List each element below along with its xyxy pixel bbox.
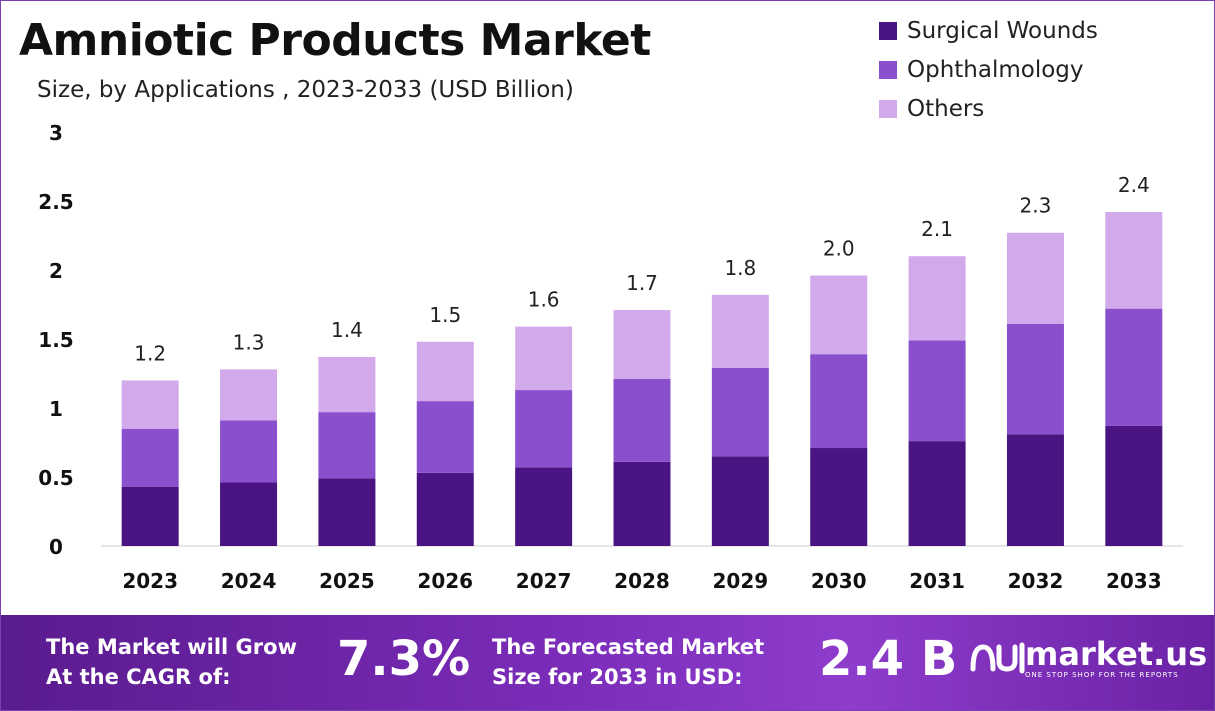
bar-total-label: 1.3 — [233, 330, 265, 354]
y-tick-label: 2.5 — [38, 190, 73, 214]
y-tick-label: 0 — [49, 535, 63, 559]
legend-swatch-ophthalmology — [879, 60, 897, 79]
bar-segment-surgical-wounds — [121, 486, 179, 546]
x-tick-label: 2032 — [1008, 569, 1064, 593]
x-tick-label: 2030 — [811, 569, 867, 593]
brand-name: market.us — [1025, 635, 1208, 673]
legend-label-others: Others — [907, 95, 985, 122]
bar-total-label: 2.1 — [921, 217, 953, 241]
bar-segment-surgical-wounds — [908, 441, 966, 546]
forecast-label-line1: The Forecasted Market — [492, 635, 765, 659]
x-tick-label: 2026 — [417, 569, 473, 593]
x-tick-label: 2029 — [713, 569, 769, 593]
bar-segment-others — [121, 380, 179, 429]
bar-segment-ophthalmology — [810, 354, 868, 449]
bar-segment-surgical-wounds — [711, 456, 769, 546]
bar-segment-others — [416, 341, 474, 402]
bar-total-label: 1.5 — [429, 303, 461, 327]
bar-segment-surgical-wounds — [416, 472, 474, 546]
bar-segment-ophthalmology — [711, 367, 769, 457]
forecast-label-line2: Size for 2033 in USD: — [492, 665, 743, 689]
bar-total-label: 1.8 — [724, 256, 756, 280]
bar-segment-ophthalmology — [515, 390, 573, 468]
bar-total-label: 1.7 — [626, 271, 658, 295]
bar-total-label: 1.6 — [528, 288, 560, 312]
bar-segment-others — [613, 310, 671, 380]
bar-segment-ophthalmology — [220, 420, 278, 483]
bar-segment-others — [1006, 232, 1064, 324]
x-tick-label: 2023 — [122, 569, 178, 593]
stacked-bar-chart: 0 0.5 1 1.5 2 2.5 3 1.2 2023 1.3 2024 1.4 2025 1.5 202… — [38, 121, 1183, 593]
bar-total-label: 1.2 — [134, 341, 166, 365]
bar-segment-surgical-wounds — [810, 448, 868, 546]
brand-logo: market.us ONE STOP SHOP FOR THE REPORTS — [969, 637, 1207, 679]
cagr-label-line2: At the CAGR of: — [46, 665, 231, 689]
footer-banner: The Market will Grow At the CAGR of: 7.3… — [1, 615, 1214, 710]
cagr-value: 7.3% — [337, 631, 471, 687]
bar-segment-surgical-wounds — [318, 478, 376, 546]
chart-title: Amniotic Products Market — [19, 15, 651, 66]
bar-total-label: 2.4 — [1118, 173, 1150, 197]
x-tick-label: 2024 — [221, 569, 277, 593]
bar-total-label: 2.0 — [823, 237, 855, 261]
bar-segment-ophthalmology — [121, 428, 179, 487]
bar-segment-surgical-wounds — [1006, 434, 1064, 546]
x-tick-label: 2028 — [614, 569, 670, 593]
legend-label-surgical-wounds: Surgical Wounds — [907, 17, 1098, 44]
bar-segment-surgical-wounds — [220, 482, 278, 546]
forecast-label: The Forecasted Market Size for 2033 in U… — [492, 632, 764, 692]
y-tick-label: 1 — [49, 397, 63, 421]
x-tick-label: 2033 — [1106, 569, 1162, 593]
bar-segment-ophthalmology — [416, 401, 474, 473]
legend-label-ophthalmology: Ophthalmology — [907, 56, 1084, 83]
bar-total-label: 1.4 — [331, 318, 363, 342]
bar-segment-others — [908, 256, 966, 341]
x-tick-label: 2031 — [909, 569, 965, 593]
bar-segment-ophthalmology — [1006, 323, 1064, 435]
legend-item-others: Others — [879, 89, 1098, 128]
chart-subtitle: Size, by Applications , 2023-2033 (USD B… — [37, 77, 574, 103]
bar-segment-others — [318, 356, 376, 413]
y-tick-label: 1.5 — [38, 328, 73, 352]
bar-total-label: 2.3 — [1020, 194, 1052, 218]
bar-segment-others — [515, 326, 573, 391]
bar-segment-others — [711, 294, 769, 368]
y-tick-label: 0.5 — [38, 466, 73, 490]
legend-swatch-others — [879, 99, 897, 118]
bar-segment-ophthalmology — [613, 379, 671, 462]
legend-item-ophthalmology: Ophthalmology — [879, 50, 1098, 89]
bar-segment-surgical-wounds — [515, 467, 573, 546]
bar-segment-ophthalmology — [1105, 308, 1163, 426]
bar-segment-ophthalmology — [908, 340, 966, 442]
bar-segment-others — [810, 275, 868, 355]
bar-segment-ophthalmology — [318, 412, 376, 479]
brand-tagline: ONE STOP SHOP FOR THE REPORTS — [1025, 671, 1179, 679]
x-tick-label: 2027 — [516, 569, 572, 593]
bar-segment-surgical-wounds — [1105, 425, 1163, 546]
bar-segment-surgical-wounds — [613, 461, 671, 546]
legend-item-surgical-wounds: Surgical Wounds — [879, 11, 1098, 50]
cagr-label: The Market will Grow At the CAGR of: — [46, 632, 297, 692]
cagr-label-line1: The Market will Grow — [46, 635, 297, 659]
x-tick-label: 2025 — [319, 569, 375, 593]
market-us-logo-icon — [970, 642, 1025, 674]
y-tick-label: 3 — [49, 121, 63, 145]
legend: Surgical Wounds Ophthalmology Others — [879, 11, 1098, 128]
forecast-value: 2.4 B — [819, 631, 958, 687]
y-tick-label: 2 — [49, 259, 63, 283]
legend-swatch-surgical-wounds — [879, 21, 897, 40]
bar-segment-others — [220, 369, 278, 421]
bar-segment-others — [1105, 212, 1163, 309]
